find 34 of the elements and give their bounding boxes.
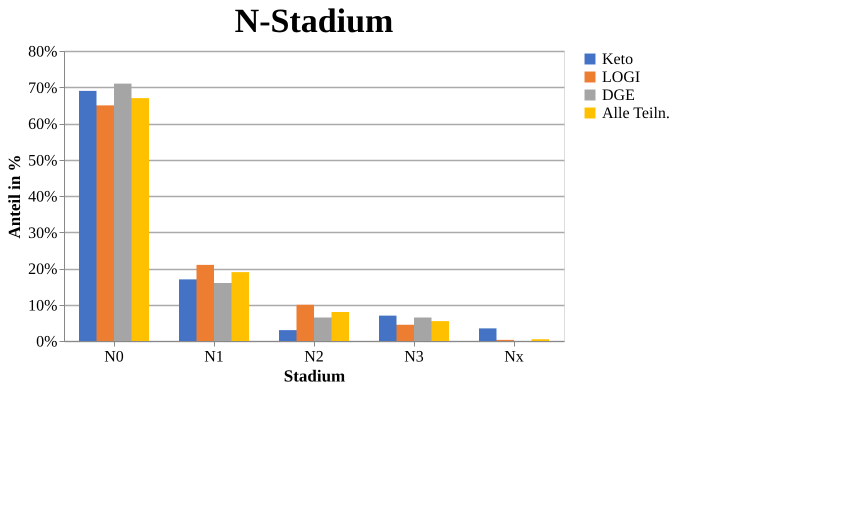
y-axis-title: Anteil in % <box>5 154 24 239</box>
y-tick-label: 60% <box>28 116 58 133</box>
bar <box>332 312 349 341</box>
legend-label: DGE <box>602 87 635 104</box>
y-tick-label: 30% <box>28 224 58 242</box>
y-tick-label: 0% <box>36 334 58 350</box>
bar <box>96 105 114 341</box>
x-tick-label: N1 <box>204 348 224 366</box>
x-axis-title: Stadium <box>284 366 346 386</box>
y-tick-label: 50% <box>28 152 58 170</box>
chart-title: N-Stadium <box>234 3 394 40</box>
bar <box>396 324 414 341</box>
legend-label: LOGI <box>602 69 640 86</box>
bar <box>296 304 314 341</box>
bar <box>132 98 149 341</box>
bar <box>232 272 249 341</box>
legend-label: Alle Teiln. <box>602 105 670 122</box>
bar <box>79 90 96 341</box>
bar <box>179 279 196 341</box>
y-tick-label: 80% <box>28 44 58 60</box>
bar <box>479 328 496 341</box>
bar <box>196 264 214 341</box>
bar <box>432 321 449 341</box>
x-tick-label: N2 <box>304 348 324 366</box>
x-tick-label: N0 <box>104 348 124 366</box>
bar <box>279 330 296 341</box>
y-tick-label: 10% <box>28 297 58 314</box>
x-tick-label: Nx <box>504 348 524 366</box>
y-tick-label: 20% <box>28 261 58 278</box>
y-tick-label: 40% <box>28 188 58 206</box>
y-tick-label: 70% <box>28 80 58 97</box>
bar <box>379 316 396 341</box>
legend-label: Keto <box>602 51 634 68</box>
x-tick-label: N3 <box>404 348 424 366</box>
